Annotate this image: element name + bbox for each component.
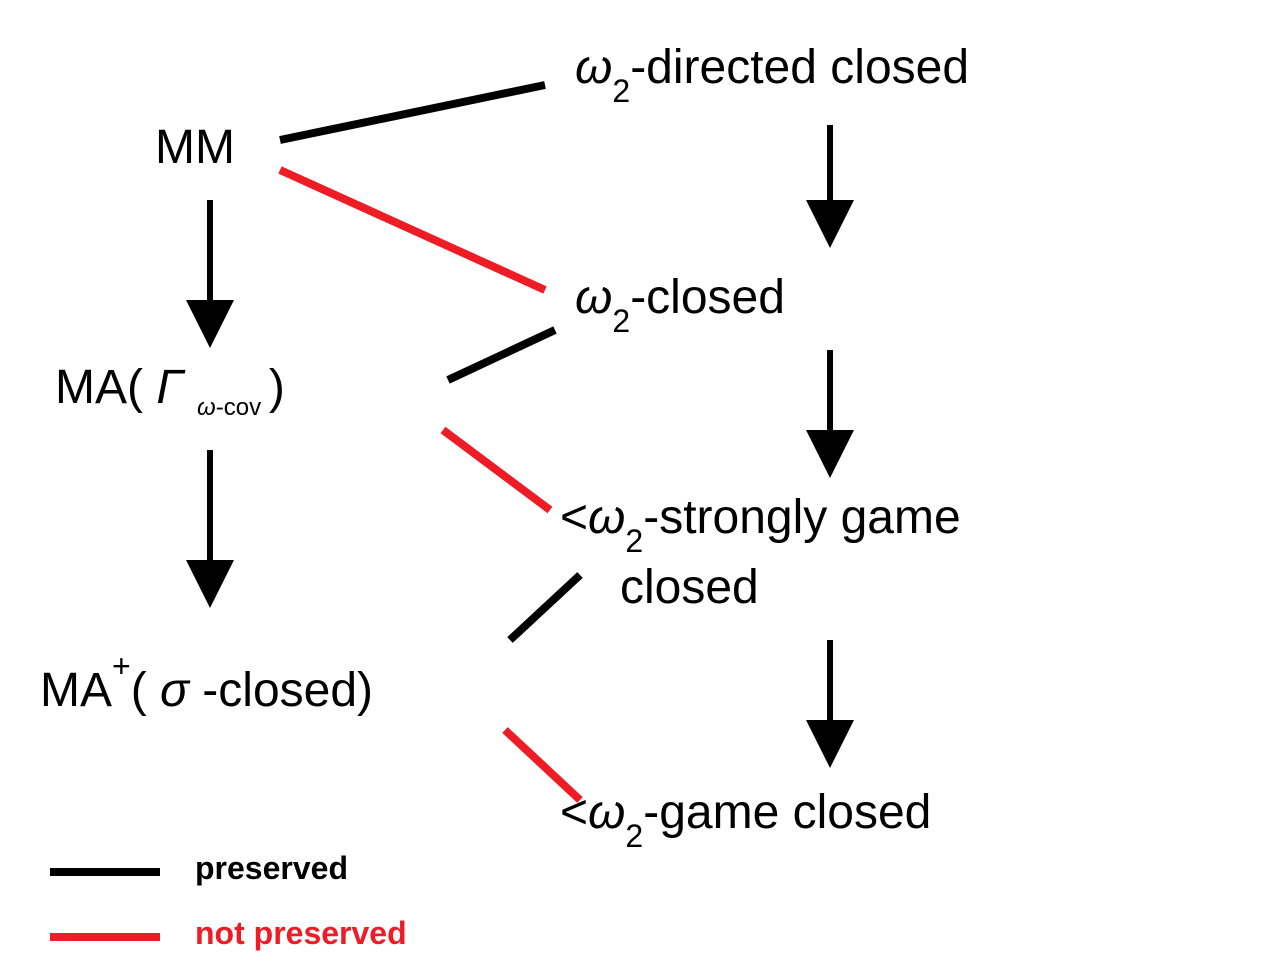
ma-gamma-sub-omega: ω	[197, 394, 216, 421]
w2c-rest: -closed	[630, 271, 785, 324]
connector-magamma-w2closed	[448, 330, 555, 380]
ma-gamma-gamma: Γ	[156, 361, 183, 414]
w2d-rest: -directed closed	[630, 41, 969, 94]
w2d-sub: 2	[612, 73, 630, 109]
connector-mm-w2directed	[280, 85, 545, 140]
ma-plus-sup: +	[112, 648, 131, 684]
legend-preserved-line	[50, 868, 160, 876]
w2c-sub: 2	[612, 303, 630, 339]
w2g-sub: 2	[625, 818, 643, 854]
ma-plus-suffix: -closed)	[189, 664, 373, 717]
ma-plus-sigma: σ	[160, 664, 189, 717]
legend-preserved-label: preserved	[195, 850, 348, 887]
w2s-lt: <	[560, 491, 588, 544]
node-ma-plus: MA+( σ -closed)	[40, 660, 373, 718]
legend-not-preserved-label: not preserved	[195, 915, 407, 952]
ma-gamma-prefix: MA(	[55, 361, 156, 414]
w2g-rest: -game closed	[643, 786, 931, 839]
node-w2-strongly: <ω2-strongly game	[560, 490, 961, 552]
w2s-line2: closed	[620, 561, 759, 614]
node-w2-directed: ω2-directed closed	[575, 40, 969, 102]
w2g-lt: <	[560, 786, 588, 839]
connector-magamma-w2strongly	[443, 430, 550, 510]
w2c-omega: ω	[575, 271, 612, 324]
ma-plus-prefix: MA	[40, 664, 112, 717]
connector-mm-w2closed	[280, 170, 545, 290]
mm-label: MM	[155, 121, 235, 174]
w2s-rest: -strongly game	[643, 491, 960, 544]
node-w2-closed: ω2-closed	[575, 270, 785, 332]
w2g-omega: ω	[588, 786, 625, 839]
legend-not-preserved-line	[50, 933, 160, 941]
ma-plus-mid: (	[131, 664, 160, 717]
w2s-sub: 2	[625, 523, 643, 559]
node-mm: MM	[155, 120, 235, 175]
ma-gamma-suffix: )	[269, 361, 285, 414]
w2s-omega: ω	[588, 491, 625, 544]
node-w2-game: <ω2-game closed	[560, 785, 931, 847]
node-w2-strongly-line2: closed	[620, 560, 759, 615]
w2d-omega: ω	[575, 41, 612, 94]
ma-gamma-sub-text: -cov	[216, 394, 261, 421]
connector-maplus-w2strongly	[510, 575, 580, 640]
node-ma-gamma: MA( Γ ω-cov )	[55, 360, 285, 415]
